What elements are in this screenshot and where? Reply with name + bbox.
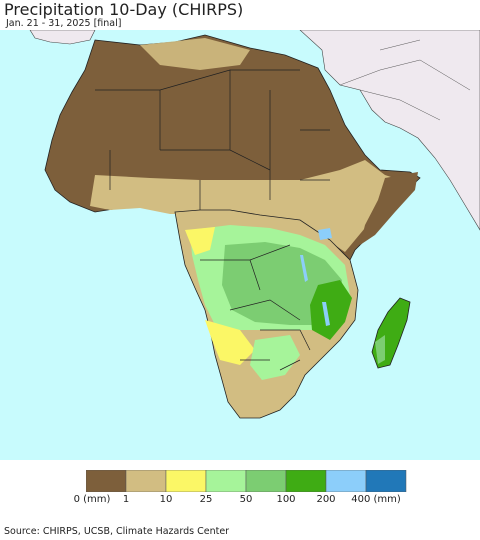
map-title: Precipitation 10-Day (CHIRPS) bbox=[4, 0, 244, 19]
legend-label-4: 50 bbox=[239, 494, 253, 505]
arabia-borders bbox=[339, 39, 471, 121]
madagascar-west-coast bbox=[375, 335, 385, 364]
legend: 0 (mm) 1 10 25 50 100 200 400 (mm) bbox=[0, 460, 480, 522]
legend-swatch-1 bbox=[125, 470, 167, 492]
south-green-patch bbox=[250, 335, 300, 380]
south-tan-tip bbox=[230, 382, 285, 415]
legend-color-bar bbox=[86, 470, 407, 492]
middle-east-landmass bbox=[299, 30, 480, 231]
yellow-patch-west bbox=[185, 227, 215, 255]
legend-swatch-5 bbox=[285, 470, 327, 492]
legend-swatch-6 bbox=[325, 470, 367, 492]
legend-swatch-0 bbox=[86, 470, 127, 492]
legend-swatch-2 bbox=[165, 470, 207, 492]
source-credit: Source: CHIRPS, UCSB, Climate Hazards Ce… bbox=[4, 526, 230, 537]
legend-swatch-7 bbox=[365, 470, 407, 492]
map-canvas bbox=[29, 30, 480, 419]
sahel-band bbox=[90, 160, 400, 252]
legend-label-0: 0 (mm) bbox=[73, 494, 111, 505]
country-borders bbox=[95, 69, 330, 371]
legend-label-1: 1 bbox=[122, 494, 130, 505]
legend-swatch-4 bbox=[245, 470, 287, 492]
lake-malawi bbox=[322, 302, 330, 326]
legend-label-3: 25 bbox=[199, 494, 213, 505]
sahara-tan-patch bbox=[140, 38, 250, 70]
yellow-patch-south bbox=[205, 320, 255, 365]
horn-region bbox=[360, 172, 418, 245]
legend-label-5: 100 bbox=[276, 494, 296, 505]
europe-landmass bbox=[29, 30, 96, 45]
lake-tanganyika bbox=[300, 255, 308, 282]
map-subtitle: Jan. 21 - 31, 2025 [final] bbox=[6, 18, 122, 29]
lake-victoria bbox=[318, 228, 332, 240]
legend-label-7: 400 (mm) bbox=[351, 494, 401, 505]
legend-swatch-3 bbox=[205, 470, 247, 492]
legend-label-6: 200 bbox=[316, 494, 336, 505]
wet-belt-dark-green bbox=[310, 280, 352, 340]
precipitation-map bbox=[0, 30, 480, 460]
legend-label-2: 10 bbox=[159, 494, 173, 505]
